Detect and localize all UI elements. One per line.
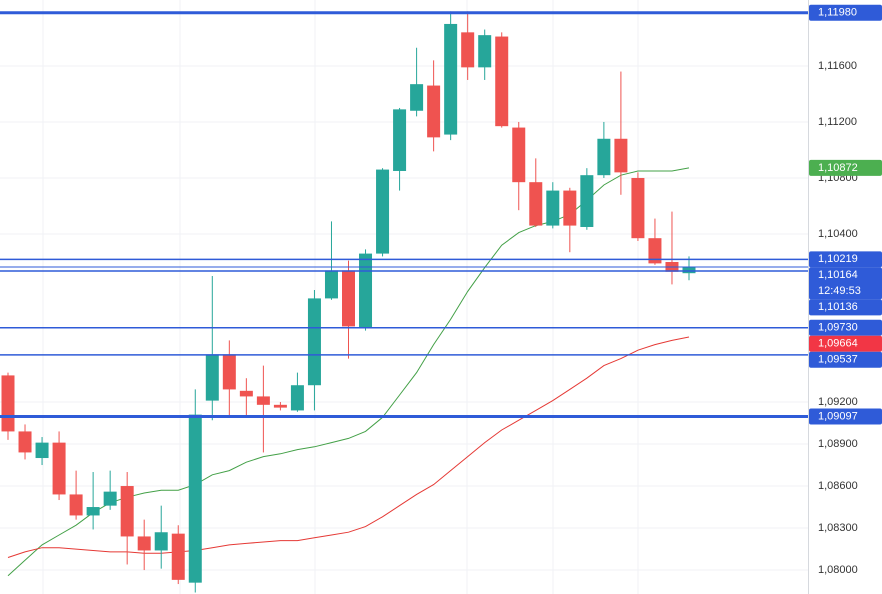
price-label-box bbox=[809, 335, 882, 352]
price-label: 1,09537 bbox=[818, 354, 858, 366]
candle-body bbox=[495, 36, 509, 127]
candle-body bbox=[171, 533, 185, 580]
price-label: 1,09730 bbox=[818, 322, 858, 334]
price-label: 1,10136 bbox=[818, 301, 858, 313]
candle-body bbox=[563, 190, 577, 226]
candle-body bbox=[35, 442, 49, 459]
candle-body bbox=[580, 175, 594, 227]
price-label-box bbox=[809, 408, 882, 425]
candle-body bbox=[18, 431, 32, 453]
candle-body bbox=[546, 190, 560, 226]
candle-body bbox=[137, 536, 151, 551]
candle-body bbox=[376, 169, 390, 254]
price-label: 1,10164 bbox=[818, 269, 858, 281]
candle-body bbox=[188, 414, 202, 583]
candle-body bbox=[273, 404, 287, 408]
y-tick-label: 1,08300 bbox=[818, 522, 858, 534]
price-label: 1,09097 bbox=[818, 410, 858, 422]
candle-body bbox=[120, 486, 134, 537]
y-tick-label: 1,11600 bbox=[818, 60, 857, 72]
candle-body bbox=[69, 494, 83, 516]
candle-body bbox=[103, 491, 117, 506]
candle-body bbox=[222, 354, 236, 390]
candle-body bbox=[529, 182, 543, 226]
price-label: 1,09664 bbox=[818, 338, 858, 350]
candle-body bbox=[393, 109, 407, 171]
candle-body bbox=[614, 138, 628, 173]
candle-body bbox=[461, 32, 475, 68]
price-label-box bbox=[809, 299, 882, 316]
price-label-box bbox=[809, 267, 882, 300]
candle-body bbox=[648, 238, 662, 264]
candle-body bbox=[86, 507, 100, 516]
candle-body bbox=[1, 375, 15, 432]
price-label-box bbox=[809, 319, 882, 336]
price-label-box bbox=[809, 351, 882, 368]
y-tick-label: 1,10400 bbox=[818, 228, 858, 240]
price-label: 12:49:53 bbox=[818, 285, 861, 297]
price-label: 1,10872 bbox=[818, 162, 858, 174]
price-label: 1,11980 bbox=[818, 7, 857, 19]
grid bbox=[42, 0, 639, 594]
candle-body bbox=[682, 267, 696, 274]
candle-body bbox=[597, 138, 611, 176]
price-label-box bbox=[809, 251, 882, 268]
y-tick-label: 1,11200 bbox=[818, 116, 857, 128]
y-tick-label: 1,08000 bbox=[818, 564, 858, 576]
candle-body bbox=[631, 177, 645, 239]
candle-body bbox=[427, 85, 441, 138]
moving-average bbox=[7, 336, 690, 558]
candle-body bbox=[324, 270, 338, 299]
y-tick-label: 1,09200 bbox=[818, 396, 858, 408]
y-tick-label: 1,08600 bbox=[818, 480, 858, 492]
candle-body bbox=[478, 35, 492, 68]
candle-body bbox=[307, 298, 321, 386]
price-label-box bbox=[809, 4, 882, 21]
candle-body bbox=[239, 390, 253, 397]
candle-body bbox=[444, 23, 458, 135]
candle-body bbox=[290, 385, 304, 411]
candle-body bbox=[52, 442, 66, 495]
candle-body bbox=[512, 127, 526, 183]
price-label-box bbox=[809, 159, 882, 176]
y-tick-label: 1,08900 bbox=[818, 438, 858, 450]
candle-body bbox=[342, 270, 355, 327]
candle-body bbox=[410, 84, 424, 111]
candle-body bbox=[359, 253, 373, 328]
price-label: 1,10219 bbox=[818, 253, 858, 265]
candle-body bbox=[154, 532, 168, 551]
candle-body bbox=[205, 354, 219, 401]
candle-body bbox=[256, 396, 270, 405]
